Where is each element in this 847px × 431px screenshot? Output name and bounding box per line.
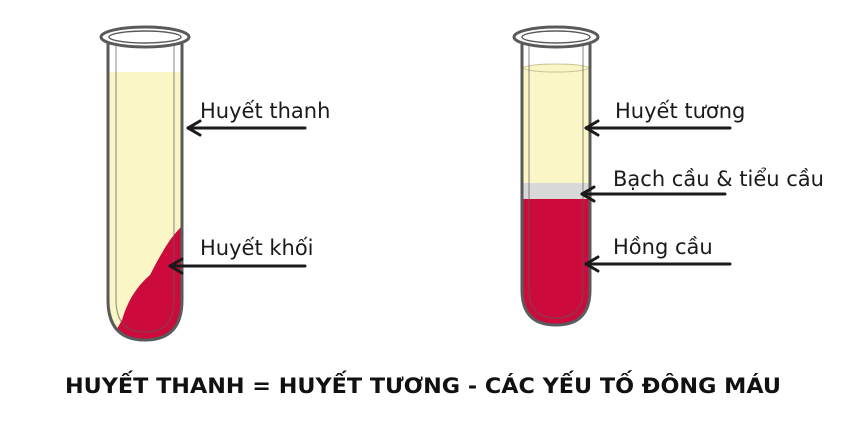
label-plasma: Huyết tương [615, 99, 745, 123]
label-buffy-coat: Bạch cầu & tiểu cầu [613, 167, 824, 191]
arrow-red-cells [584, 255, 732, 273]
arrow-clot [168, 257, 307, 275]
label-red-cells: Hồng cầu [613, 235, 713, 259]
left-tube-glass [106, 38, 184, 342]
right-tube-glass [520, 38, 592, 327]
red-cell-layer [522, 199, 590, 325]
arrow-buffy-coat [580, 185, 727, 203]
right-tube-rim [512, 25, 600, 49]
buffy-coat-layer [522, 183, 590, 200]
arrow-serum [186, 119, 307, 137]
left-tube-rim [99, 25, 191, 49]
right-tube-rim-inner [521, 30, 591, 44]
left-test-tube [99, 25, 191, 342]
label-clot: Huyết khối [200, 236, 314, 260]
arrow-plasma [584, 119, 732, 137]
left-tube-inner-wall [115, 44, 175, 333]
right-tube-inner-wall [528, 44, 584, 319]
clot-mass [108, 226, 182, 340]
label-serum: Huyết thanh [200, 99, 330, 123]
right-test-tube [512, 25, 600, 327]
arrows [168, 119, 732, 275]
caption: HUYẾT THANH = HUYẾT TƯƠNG - CÁC YẾU TỐ Đ… [65, 370, 781, 398]
plasma-layer [522, 66, 590, 186]
left-tube-rim-inner [108, 30, 182, 44]
plasma-meniscus [523, 63, 589, 73]
